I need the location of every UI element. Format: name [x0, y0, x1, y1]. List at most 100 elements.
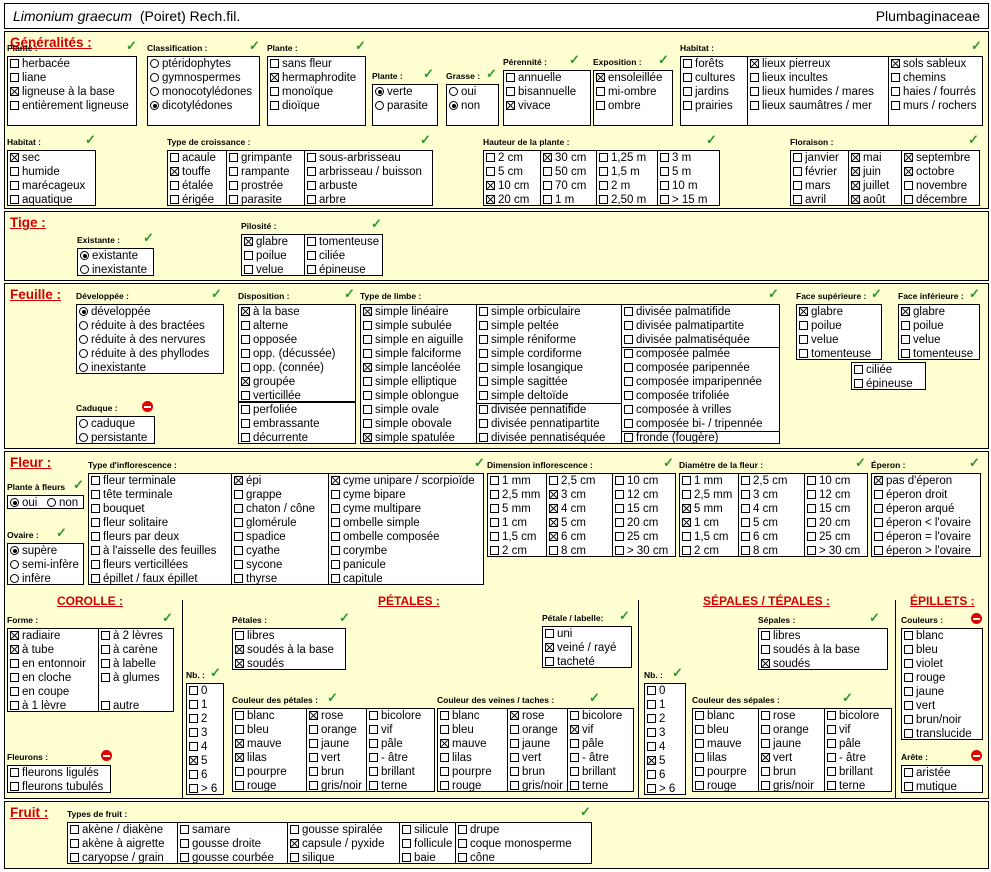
inflorescence-option[interactable]: épi — [232, 474, 329, 488]
checkbox-checked[interactable] — [851, 153, 860, 162]
nbpet-option[interactable]: > 6 — [187, 782, 225, 796]
checkbox-unchecked[interactable] — [244, 251, 253, 260]
diamfleur-option[interactable]: 10 cm — [805, 474, 869, 488]
radio-unchecked[interactable] — [79, 433, 88, 442]
checkbox-checked[interactable] — [570, 725, 579, 734]
checkbox-checked[interactable] — [543, 153, 552, 162]
limbe-option[interactable]: simple ovale — [361, 403, 477, 417]
croissance-option[interactable]: acaule — [168, 151, 227, 165]
habitat1-option[interactable]: chemins — [889, 71, 984, 85]
habitat1-option[interactable]: haies / fourrés — [889, 85, 984, 99]
diminflo-option[interactable]: 8 cm — [547, 544, 613, 558]
checkbox-unchecked[interactable] — [363, 391, 372, 400]
checkbox-unchecked[interactable] — [307, 181, 316, 190]
coulpet-option[interactable]: gris/noir — [307, 779, 367, 793]
checkbox-unchecked[interactable] — [624, 433, 633, 442]
hauteur-option[interactable]: 2,50 m — [597, 193, 658, 207]
sepales-option[interactable]: soudés à la base — [759, 643, 889, 657]
disposition-option[interactable]: opposée — [239, 333, 357, 347]
checkbox-unchecked[interactable] — [458, 839, 467, 848]
coulpet-option[interactable]: terne — [367, 779, 436, 793]
checkbox-unchecked[interactable] — [761, 711, 770, 720]
checkbox-unchecked[interactable] — [479, 419, 488, 428]
hauteur-option[interactable]: > 15 m — [658, 193, 721, 207]
limbe-option[interactable]: divisée pennatiséquée — [477, 431, 622, 445]
petales-option[interactable]: soudés — [233, 657, 347, 671]
diminflo-option[interactable]: 5 cm — [547, 516, 613, 530]
checkbox-unchecked[interactable] — [647, 700, 656, 709]
checkbox-unchecked[interactable] — [309, 725, 318, 734]
hauteur-option[interactable]: 10 cm — [484, 179, 541, 193]
checkbox-unchecked[interactable] — [10, 59, 19, 68]
floraison-option[interactable]: mars — [791, 179, 849, 193]
croissance-option[interactable]: érigée — [168, 193, 227, 207]
floraison-option[interactable]: octobre — [902, 165, 981, 179]
checkbox-checked[interactable] — [506, 101, 515, 110]
fruit-option[interactable]: caryopse / grain — [68, 851, 178, 865]
coulsep-option[interactable]: gris/noir — [759, 779, 825, 793]
checkbox-checked[interactable] — [901, 307, 910, 316]
checkbox-unchecked[interactable] — [363, 419, 372, 428]
checkbox-unchecked[interactable] — [827, 725, 836, 734]
limbe-option[interactable]: composée bi- / tripennée — [622, 417, 781, 431]
limbe-option[interactable]: simple deltoïde — [477, 389, 622, 403]
checkbox-unchecked[interactable] — [793, 181, 802, 190]
radio-checked[interactable] — [80, 251, 89, 260]
checkbox-checked[interactable] — [189, 756, 198, 765]
inflorescence-option[interactable]: sycone — [232, 558, 329, 572]
checkbox-unchecked[interactable] — [10, 101, 19, 110]
fleurons-option[interactable]: fleurons ligulés — [8, 766, 112, 780]
diminflo-option[interactable]: 20 cm — [613, 516, 677, 530]
coulsep-option[interactable]: lilas — [693, 751, 759, 765]
checkbox-unchecked[interactable] — [682, 546, 691, 555]
coulsep-option[interactable]: - âtre — [825, 751, 893, 765]
checkbox-unchecked[interactable] — [596, 101, 605, 110]
checkbox-unchecked[interactable] — [793, 153, 802, 162]
checkbox-unchecked[interactable] — [307, 195, 316, 204]
developpee-option[interactable]: réduite à des phyllodes — [77, 347, 225, 361]
coulvein-option[interactable]: lilas — [438, 751, 508, 765]
checkbox-unchecked[interactable] — [331, 532, 340, 541]
checkbox-unchecked[interactable] — [543, 167, 552, 176]
checkbox-unchecked[interactable] — [750, 101, 759, 110]
coulvein-option[interactable]: mauve — [438, 737, 508, 751]
faceinf-option[interactable]: velue — [899, 333, 981, 347]
checkbox-unchecked[interactable] — [189, 728, 198, 737]
diamfleur-option[interactable]: 15 cm — [805, 502, 869, 516]
plante1-option[interactable]: herbacée — [8, 57, 138, 71]
checkbox-unchecked[interactable] — [510, 739, 519, 748]
coulsep-option[interactable]: pâle — [825, 737, 893, 751]
checkbox-checked[interactable] — [682, 504, 691, 513]
checkbox-checked[interactable] — [874, 476, 883, 485]
checkbox-unchecked[interactable] — [307, 167, 316, 176]
checkbox-unchecked[interactable] — [479, 433, 488, 442]
floraison-option[interactable]: février — [791, 165, 849, 179]
radio-unchecked[interactable] — [375, 101, 384, 110]
coulsep-option[interactable]: blanc — [693, 709, 759, 723]
checkbox-unchecked[interactable] — [570, 767, 579, 776]
checkbox-unchecked[interactable] — [235, 767, 244, 776]
croissance-option[interactable]: parasite — [227, 193, 305, 207]
exposition-option[interactable]: mi-ombre — [594, 85, 674, 99]
diamfleur-option[interactable]: 5 cm — [739, 516, 805, 530]
checkbox-unchecked[interactable] — [506, 73, 515, 82]
couleurs-option[interactable]: violet — [902, 657, 984, 671]
hauteur-option[interactable]: 30 cm — [541, 151, 597, 165]
coulvein-option[interactable]: brillant — [568, 765, 635, 779]
checkbox-unchecked[interactable] — [234, 518, 243, 527]
hauteur-option[interactable]: 50 cm — [541, 165, 597, 179]
checkbox-unchecked[interactable] — [290, 853, 299, 862]
diamfleur-option[interactable]: 25 cm — [805, 530, 869, 544]
nbpet-option[interactable]: 0 — [187, 684, 225, 698]
coulpet-option[interactable]: orange — [307, 723, 367, 737]
checkbox-unchecked[interactable] — [624, 321, 633, 330]
habitat2-option[interactable]: aquatique — [8, 193, 97, 207]
checkbox-unchecked[interactable] — [799, 335, 808, 344]
checkbox-checked[interactable] — [235, 659, 244, 668]
checkbox-unchecked[interactable] — [309, 739, 318, 748]
inflorescence-option[interactable]: grappe — [232, 488, 329, 502]
classif-option[interactable]: gymnospermes — [148, 71, 261, 85]
checkbox-checked[interactable] — [851, 195, 860, 204]
disposition-option[interactable]: alterne — [239, 319, 357, 333]
hauteur-option[interactable]: 2 m — [597, 179, 658, 193]
